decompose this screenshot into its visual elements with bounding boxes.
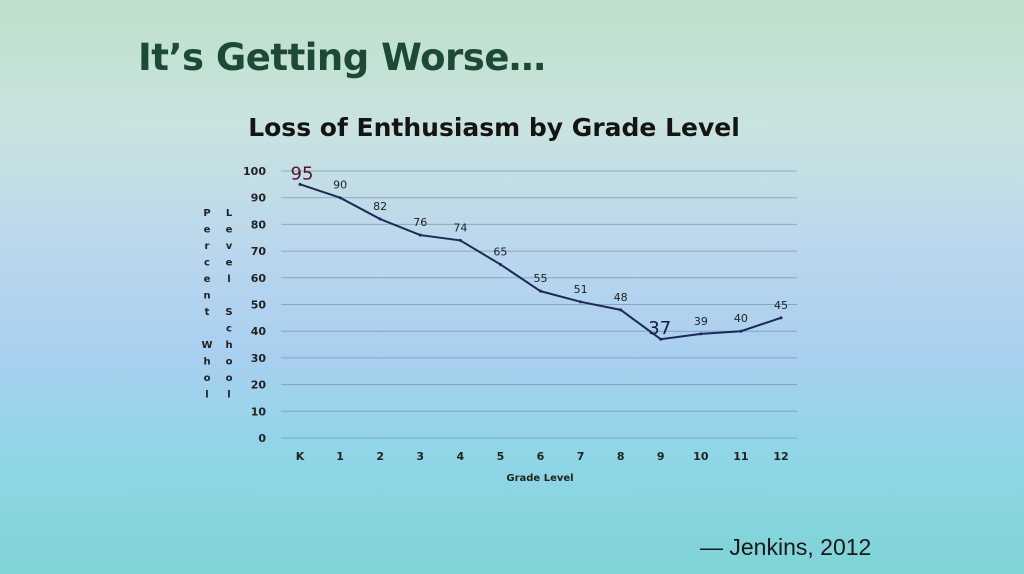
x-tick-label: K xyxy=(296,450,305,463)
data-label: 37 xyxy=(648,318,671,339)
data-point xyxy=(779,316,783,320)
y-axis-label-letter: c xyxy=(204,258,210,269)
y-tick-label: 90 xyxy=(251,192,267,205)
x-tick-label: 11 xyxy=(733,450,748,463)
y-axis-label-letter: r xyxy=(205,241,210,252)
y-tick-label: 70 xyxy=(251,245,267,258)
y-tick-label: 40 xyxy=(251,325,267,338)
data-point xyxy=(579,300,583,304)
y-axis-label-letter: l xyxy=(205,390,208,401)
x-tick-label: 9 xyxy=(657,450,665,463)
data-point xyxy=(498,262,502,266)
data-label: 65 xyxy=(493,245,507,258)
data-label: 40 xyxy=(734,312,748,325)
y-axis-label-letter: L xyxy=(226,208,233,219)
x-tick-label: 8 xyxy=(617,450,625,463)
data-label: 90 xyxy=(333,179,347,192)
y-axis-label-letter: e xyxy=(226,225,233,236)
x-tick-label: 2 xyxy=(376,450,384,463)
data-point xyxy=(659,337,663,341)
x-tick-label: 4 xyxy=(457,450,465,463)
data-label: 45 xyxy=(774,299,788,312)
y-axis-label-letter: h xyxy=(225,340,232,351)
y-axis-label-letter: v xyxy=(226,241,233,252)
y-tick-label: 10 xyxy=(251,405,267,418)
data-label: 76 xyxy=(413,216,427,229)
y-axis-label-letter: e xyxy=(204,225,211,236)
data-point xyxy=(458,238,462,242)
y-axis-label-letter: t xyxy=(205,307,210,318)
y-axis-label-letter: l xyxy=(227,274,230,285)
data-point xyxy=(298,182,302,186)
y-axis-label-letter: e xyxy=(226,258,233,269)
x-tick-label: 3 xyxy=(416,450,424,463)
y-axis-label-letter: o xyxy=(226,373,233,384)
y-tick-label: 50 xyxy=(251,299,267,312)
x-tick-label: 5 xyxy=(497,450,505,463)
data-label: 95 xyxy=(291,163,314,184)
y-axis-label-letter: W xyxy=(201,340,212,351)
y-tick-label: 80 xyxy=(251,218,267,231)
x-tick-label: 1 xyxy=(336,450,344,463)
y-axis-label-letter: c xyxy=(226,324,232,335)
x-axis-label: Grade Level xyxy=(506,473,573,484)
data-point xyxy=(619,308,623,312)
data-point xyxy=(418,233,422,237)
x-tick-label: 7 xyxy=(577,450,585,463)
y-tick-label: 20 xyxy=(251,379,267,392)
data-point xyxy=(539,289,542,293)
data-label: 51 xyxy=(574,283,588,296)
data-label: 55 xyxy=(534,272,548,285)
y-axis-label-letter: o xyxy=(226,357,233,368)
chart-title: Loss of Enthusiasm by Grade Level xyxy=(248,113,740,142)
data-label: 39 xyxy=(694,315,708,328)
slide-title: It’s Getting Worse… xyxy=(138,36,546,79)
citation: — Jenkins, 2012 xyxy=(700,534,872,560)
y-axis-label-letter: n xyxy=(203,291,210,302)
y-axis-label-letter: P xyxy=(203,208,210,219)
y-tick-label: 60 xyxy=(251,272,267,285)
y-axis-label-letter: l xyxy=(227,390,230,401)
y-axis-label-letter: h xyxy=(203,357,210,368)
y-axis-label-letter: e xyxy=(204,274,211,285)
y-axis-label-letter: o xyxy=(204,373,211,384)
x-tick-label: 10 xyxy=(693,450,709,463)
series-line xyxy=(299,183,782,341)
data-label: 82 xyxy=(373,200,387,213)
data-label: 48 xyxy=(614,291,628,304)
y-tick-label: 100 xyxy=(243,165,266,178)
data-label: 74 xyxy=(453,221,467,234)
y-tick-label: 0 xyxy=(258,432,266,445)
data-point xyxy=(699,332,703,336)
y-axis-label-letter: S xyxy=(225,307,232,318)
y-tick-label: 30 xyxy=(251,352,267,365)
x-tick-label: 12 xyxy=(773,450,788,463)
x-tick-label: 6 xyxy=(537,450,545,463)
data-point xyxy=(378,217,382,221)
data-point xyxy=(739,329,743,333)
data-point xyxy=(338,196,342,200)
